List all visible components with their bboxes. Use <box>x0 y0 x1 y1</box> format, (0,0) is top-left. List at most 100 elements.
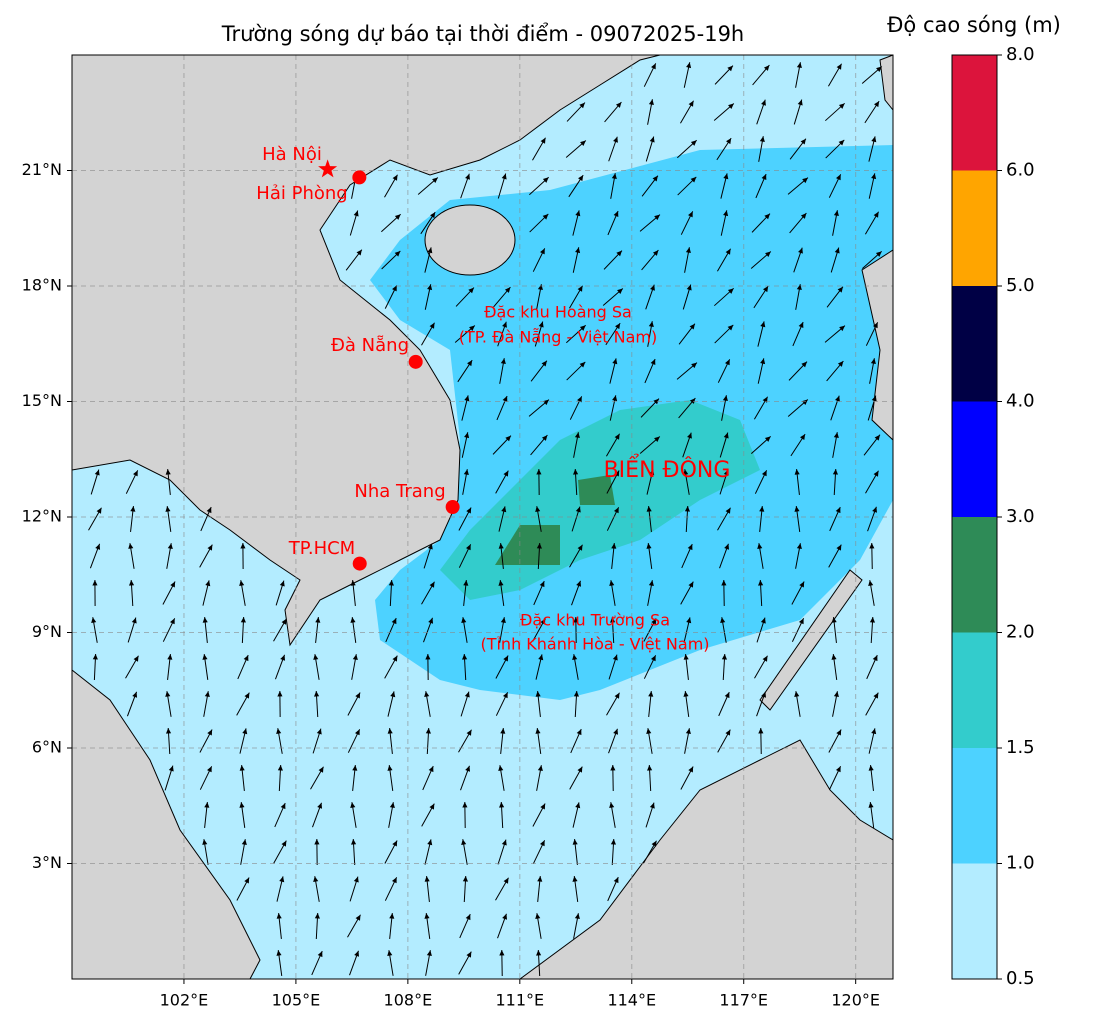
wave-arrow-head <box>872 655 878 662</box>
wave-arrow-head <box>613 728 619 735</box>
wave-arrow-head <box>539 581 545 588</box>
wave-arrow-head <box>353 210 359 217</box>
wave-arrow-head <box>128 580 135 586</box>
wave-arrow-head <box>871 728 877 735</box>
wave-arrow-head <box>279 580 285 587</box>
city-marker <box>445 499 460 514</box>
colorbar-tick-label: 1.5 <box>1006 737 1035 758</box>
wave-arrow-head <box>466 507 472 514</box>
land <box>519 739 893 979</box>
wave-arrow-head <box>535 728 541 734</box>
wave-arrow-head <box>798 247 803 254</box>
wave-arrow-head <box>612 358 618 365</box>
wave-arrow-head <box>651 840 657 847</box>
colorbar-tick-label: 1.0 <box>1006 853 1035 874</box>
wave-arrow-head <box>280 654 286 661</box>
wave-arrow-head <box>392 655 398 662</box>
wave-arrow-head <box>387 728 393 734</box>
wave-arrow-head <box>539 840 545 847</box>
wave-arrow-head <box>799 434 806 441</box>
wave-arrow-head <box>802 177 808 184</box>
wave-arrow-head <box>725 507 731 514</box>
annotation: Đặc khu Trường Sa <box>520 611 670 630</box>
wave-arrow-head <box>760 617 766 624</box>
wave-arrow-head <box>686 62 692 69</box>
wave-arrow-head <box>466 729 472 736</box>
wave-arrow-head <box>802 399 808 405</box>
wave-arrow-head <box>281 840 287 847</box>
wave-arrow-head <box>687 544 693 551</box>
wave-arrow-head <box>498 543 504 549</box>
wave-arrow-head <box>579 325 586 331</box>
wave-arrow-head <box>425 728 431 734</box>
wave-arrow-head <box>426 950 432 957</box>
wave-arrow-head <box>725 359 730 366</box>
wave-arrow-head <box>540 137 546 144</box>
wave-arrow-head <box>577 544 583 551</box>
colorbar-bin <box>952 517 997 633</box>
wave-arrow-head <box>648 321 654 327</box>
wave-arrow-head <box>535 913 541 919</box>
wave-arrow-head <box>427 839 433 846</box>
wave-arrow-head <box>239 765 245 771</box>
colorbar-tick-label: 5.0 <box>1006 275 1035 296</box>
city-label: Đà Nẵng <box>331 335 409 356</box>
wave-arrow-head <box>650 655 656 662</box>
wave-arrow-head <box>462 654 468 660</box>
wave-arrow-head <box>723 173 729 180</box>
wave-arrow-head <box>167 543 173 549</box>
wave-arrow-head <box>277 765 283 771</box>
city-marker <box>318 159 338 178</box>
city-marker <box>408 354 423 369</box>
wave-arrow-head <box>690 140 697 146</box>
wave-arrow-head <box>839 325 845 332</box>
wave-zone <box>495 525 560 565</box>
wave-arrow-head <box>869 617 876 623</box>
land <box>759 569 863 711</box>
wave-arrow-head <box>165 728 172 734</box>
y-tick-label: 18°N <box>22 276 62 295</box>
wave-arrow-head <box>316 728 322 735</box>
x-tick-label: 105°E <box>272 991 321 1010</box>
wave-arrow-head <box>835 395 840 402</box>
wave-arrow-head <box>686 284 692 291</box>
wave-arrow-head <box>390 691 396 698</box>
wave-arrow-head <box>573 617 579 623</box>
wave-arrow-head <box>835 766 841 773</box>
x-tick-label: 120°E <box>831 991 880 1010</box>
wave-arrow-head <box>536 950 542 956</box>
wave-arrow-head <box>207 544 213 551</box>
wave-arrow-head <box>465 544 471 551</box>
wave-arrow-head <box>394 214 401 220</box>
y-tick-label: 15°N <box>22 391 62 410</box>
wave-arrow-head <box>577 766 583 773</box>
wave-arrow-head <box>427 543 433 550</box>
wave-arrow-head <box>463 580 469 586</box>
wave-arrow-head <box>505 435 511 442</box>
wave-arrow-head <box>797 99 803 106</box>
wave-arrow-head <box>575 506 581 513</box>
wave-arrow-head <box>651 63 656 70</box>
city-label: Hà Nội <box>262 144 322 165</box>
x-tick-label: 111°E <box>495 991 544 1010</box>
wave-arrow-head <box>800 213 807 219</box>
x-tick-label: 117°E <box>719 991 768 1010</box>
wave-arrow-head <box>794 691 800 697</box>
wave-arrow-head <box>646 543 652 549</box>
wave-arrow-head <box>277 691 283 697</box>
wave-arrow-head <box>280 803 286 810</box>
wave-arrow-head <box>504 287 511 293</box>
wave-arrow-head <box>721 654 728 660</box>
wave-arrow-head <box>765 251 771 257</box>
wave-arrow-head <box>240 617 246 623</box>
wave-arrow-head <box>798 618 804 625</box>
wave-arrow-head <box>648 691 654 697</box>
wave-arrow-head <box>725 729 731 736</box>
wave-arrow-head <box>760 358 766 365</box>
wave-arrow-head <box>610 839 617 845</box>
wave-arrow-head <box>466 951 472 958</box>
wave-arrow-head <box>429 803 435 810</box>
wave-arrow-head <box>315 617 321 623</box>
wave-arrow-head <box>313 876 319 882</box>
wave-arrow-head <box>133 655 139 662</box>
